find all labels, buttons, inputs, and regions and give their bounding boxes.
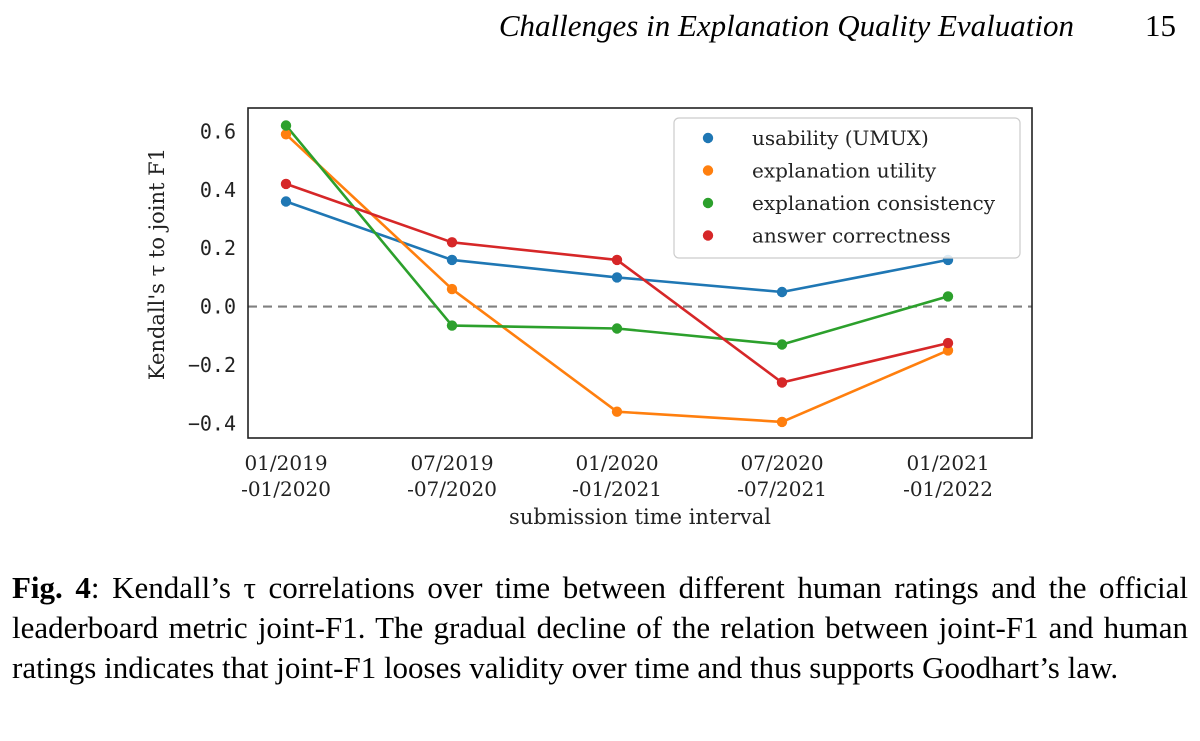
y-tick-label: −0.4 (188, 411, 236, 435)
x-tick-label-line: 01/2019 (244, 451, 327, 475)
data-point (446, 237, 458, 248)
x-axis-ticks: 01/2019-01/202007/2019-07/202001/2020-01… (241, 451, 993, 501)
legend-label: answer correctness (752, 224, 951, 248)
figure-caption: Fig. 4: Kendall’s τ correlations over ti… (12, 568, 1188, 688)
x-tick-label-line: -01/2020 (241, 477, 331, 501)
data-point (611, 254, 623, 266)
x-tick-label: 07/2020-07/2021 (737, 451, 827, 501)
data-point (611, 272, 623, 283)
x-tick-label: 01/2020-01/2021 (572, 451, 662, 501)
x-tick-label: 07/2019-07/2020 (407, 451, 497, 501)
data-point (280, 178, 292, 190)
x-tick-label-line: 01/2020 (575, 451, 658, 475)
legend-marker (702, 165, 714, 176)
x-tick-label: 01/2021-01/2022 (903, 451, 993, 501)
data-point (942, 291, 954, 302)
y-tick-label: 0.0 (200, 295, 236, 319)
x-tick-label-line: -01/2022 (903, 477, 993, 501)
data-point (446, 254, 458, 266)
data-point (611, 323, 623, 334)
line-chart-figure: Kendall's τ to joint F1 −0.4 −0.2 0.0 0.2 0.… (145, 107, 1033, 529)
data-point (280, 120, 292, 131)
data-point (776, 416, 788, 428)
data-point (776, 377, 788, 388)
x-tick-label-line: -07/2021 (737, 477, 827, 501)
data-point (280, 196, 292, 207)
legend-marker (702, 197, 714, 209)
y-tick-label: −0.2 (188, 353, 236, 377)
x-tick-label: 01/2019-01/2020 (241, 451, 331, 501)
x-tick-label-line: 07/2020 (740, 451, 823, 475)
data-point (280, 129, 292, 140)
legend-items: usability (UMUX) explanation utility expla… (702, 126, 996, 248)
legend-box (673, 117, 1021, 259)
series-points (280, 120, 954, 428)
x-tick-label-line: -01/2021 (572, 477, 662, 501)
data-point (942, 337, 954, 349)
data-point (446, 320, 458, 331)
data-point (942, 345, 954, 356)
running-title: Challenges in Explanation Quality Evalua… (498, 8, 1074, 43)
data-point (611, 406, 623, 417)
y-axis-label-group: Kendall's τ to joint F1 (145, 148, 169, 380)
data-point (776, 339, 788, 350)
legend: usability (UMUX) explanation utility expla… (673, 117, 1021, 259)
caption-text: : Kendall’s τ correlations over time bet… (12, 570, 1188, 685)
y-tick-label: 0.4 (200, 178, 236, 202)
data-point (776, 286, 788, 298)
page-number: 15 (1145, 8, 1176, 43)
legend-label: explanation utility (752, 159, 937, 183)
y-axis-label: Kendall's τ to joint F1 (145, 148, 169, 380)
legend-marker (702, 230, 714, 241)
y-tick-label: 0.2 (200, 236, 236, 260)
legend-label: explanation consistency (752, 191, 996, 215)
x-tick-label-line: 01/2021 (906, 451, 989, 475)
y-tick-label: 0.6 (200, 119, 236, 143)
y-axis-ticks: −0.4 −0.2 0.0 0.2 0.4 0.6 (188, 119, 236, 435)
data-point (446, 283, 458, 295)
legend-marker (702, 132, 714, 144)
x-axis-label: submission time interval (509, 505, 771, 529)
legend-label: usability (UMUX) (752, 126, 929, 150)
plot-frame (247, 107, 1033, 439)
x-tick-label-line: -07/2020 (407, 477, 497, 501)
caption-label: Fig. 4 (12, 570, 91, 605)
running-header: Challenges in Explanation Quality Evalua… (0, 6, 1200, 46)
x-tick-label-line: 07/2019 (410, 451, 493, 475)
